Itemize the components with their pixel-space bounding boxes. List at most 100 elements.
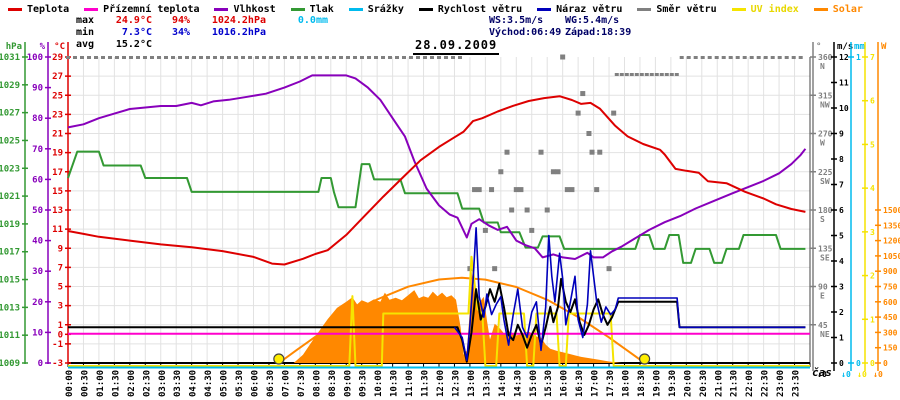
axis-tick-label: 27 [52,72,63,82]
axis-tick-label: 360 [818,53,833,62]
axis-tick-label: 21 [52,130,63,140]
axis-tick-label: 0 [839,359,844,368]
wind-dir-dash [735,56,740,59]
axis-tick-label: SW [820,177,830,186]
wind-dir-dash [430,56,434,59]
axis-tick-label: 1023 [0,164,20,174]
axis-tick-label: 14:00 [498,370,508,397]
axis-tick-label: 16:30 [575,370,585,397]
wind-dir-dash [777,56,782,59]
wind-dir-dash [451,56,455,59]
wind-dir-dash [669,73,674,76]
axis-tick-label: 11:00 [405,370,415,397]
axis-tick-label: 90 [818,283,828,292]
wind-dir-dash [262,56,266,59]
wind-dir-point [611,110,617,116]
legend-label: Náraz větru [556,4,623,15]
series-area-solar-m-en- [293,271,622,363]
axis-tick-label: 15 [52,187,63,197]
wind-dir-dash [283,56,287,59]
axis-tick-label: 1029 [0,81,20,91]
wind-dir-point [586,131,592,136]
axis-tick-label: 2 [870,272,875,281]
humidity-max: 94% [171,15,190,26]
legend-dash-icon [731,8,746,11]
legend-dash-icon [348,8,363,11]
axis-tick-label: 5 [58,283,63,293]
wind-dir-dash [164,56,168,59]
axis-tick-label: m/s [837,42,853,52]
wind-dir-dash [707,56,712,59]
axis-tick-label: -3 [52,359,63,369]
axis-tick-label: 300 [883,328,898,337]
wind-dir-dash [136,56,140,59]
wind-dir-dash [94,56,98,59]
axis-tick-label: % [40,42,46,52]
axis-tick-label: 01:30 [111,370,121,397]
sunset-time: Západ:18:39 [565,27,632,38]
wind-dir-dash [311,56,315,59]
wind-dir-point [476,187,482,193]
series-uv-index [68,255,810,367]
wind-dir-point [498,169,504,175]
wind-dir-point [555,169,561,175]
axis-tick-label: 08:00 [312,370,322,397]
axis-tick-label: 5 [839,232,844,241]
axis-tick-label: ↓0 [873,370,883,379]
wind-dir-point [492,266,498,272]
axis-tick-label: NW [820,100,830,109]
axis-tick-label: 9 [58,244,63,254]
wind-dir-point [606,266,612,272]
wind-dir-point [597,149,603,155]
series-vlhkost [67,74,807,260]
wind-dir-dash [73,56,77,59]
axis-tick-label: 135 [818,244,833,253]
axis-tick-label: 90 [32,84,43,94]
wind-dir-dash [213,56,217,59]
axis-tick-label: 6 [870,97,875,106]
legend-label: Teplota [27,4,70,15]
wind-dir-point [569,187,575,193]
x-axis-labels: 00:00 00:30 01:00 01:30 02:00 02:30 03:00 03:30… [65,370,802,397]
wind-dir-dash [619,73,624,76]
axis-tick-label: 1500 [883,206,900,215]
wind-dir-dash [297,56,301,59]
wind-dir-dash [122,56,126,59]
legend-label: Srážky [367,4,404,15]
wind-dir-dash [255,56,259,59]
axis-tick-label: 07:30 [297,370,307,397]
wind-dir-point [544,207,550,213]
axis-tick-label: 09:30 [359,370,369,397]
axis-tick-label: 04:00 [189,370,199,397]
axis-tick-label: 1 [58,321,63,331]
axis-tick-label: 0 [883,359,888,368]
axis-tick-label: 11:30 [421,370,431,397]
axis-tick-label: 20:00 [683,370,693,397]
legend-item-5: Rychlost větru [418,4,522,15]
wind-dir-dash [388,56,392,59]
wind-dir-dash [80,56,84,59]
temp-min: 7.3°C [121,27,152,38]
axis-tick-label: 1 [856,53,861,62]
humidity-min: 34% [171,27,190,38]
axis-tick-label: 12 [839,53,849,62]
chart-date: 28.09.2009 [413,38,500,55]
wind-dir-dash [318,56,322,59]
wind-dir-dash [423,56,427,59]
sun-stats-row: Východ:06:49 Západ:18:39 [489,27,641,39]
axis-tick-label: ↓0 [841,370,851,379]
legend-item-0: Teplota [8,4,69,15]
legend-label: UV index [750,4,799,15]
wind-dir-dash [756,56,761,59]
axis-tick-label: 15:00 [529,370,539,397]
axis-tick-label: 40 [32,237,43,247]
axis-tick-label: 0 [38,359,43,369]
axis-tick-label: 03:30 [173,370,183,397]
wind-dir-point [518,187,524,193]
axis-tick-label: 1027 [0,109,20,119]
axis-tick-label: 13 [52,206,63,216]
axis-tick-label: 18:30 [637,370,647,397]
temp-max: 24.9°C [115,15,152,26]
